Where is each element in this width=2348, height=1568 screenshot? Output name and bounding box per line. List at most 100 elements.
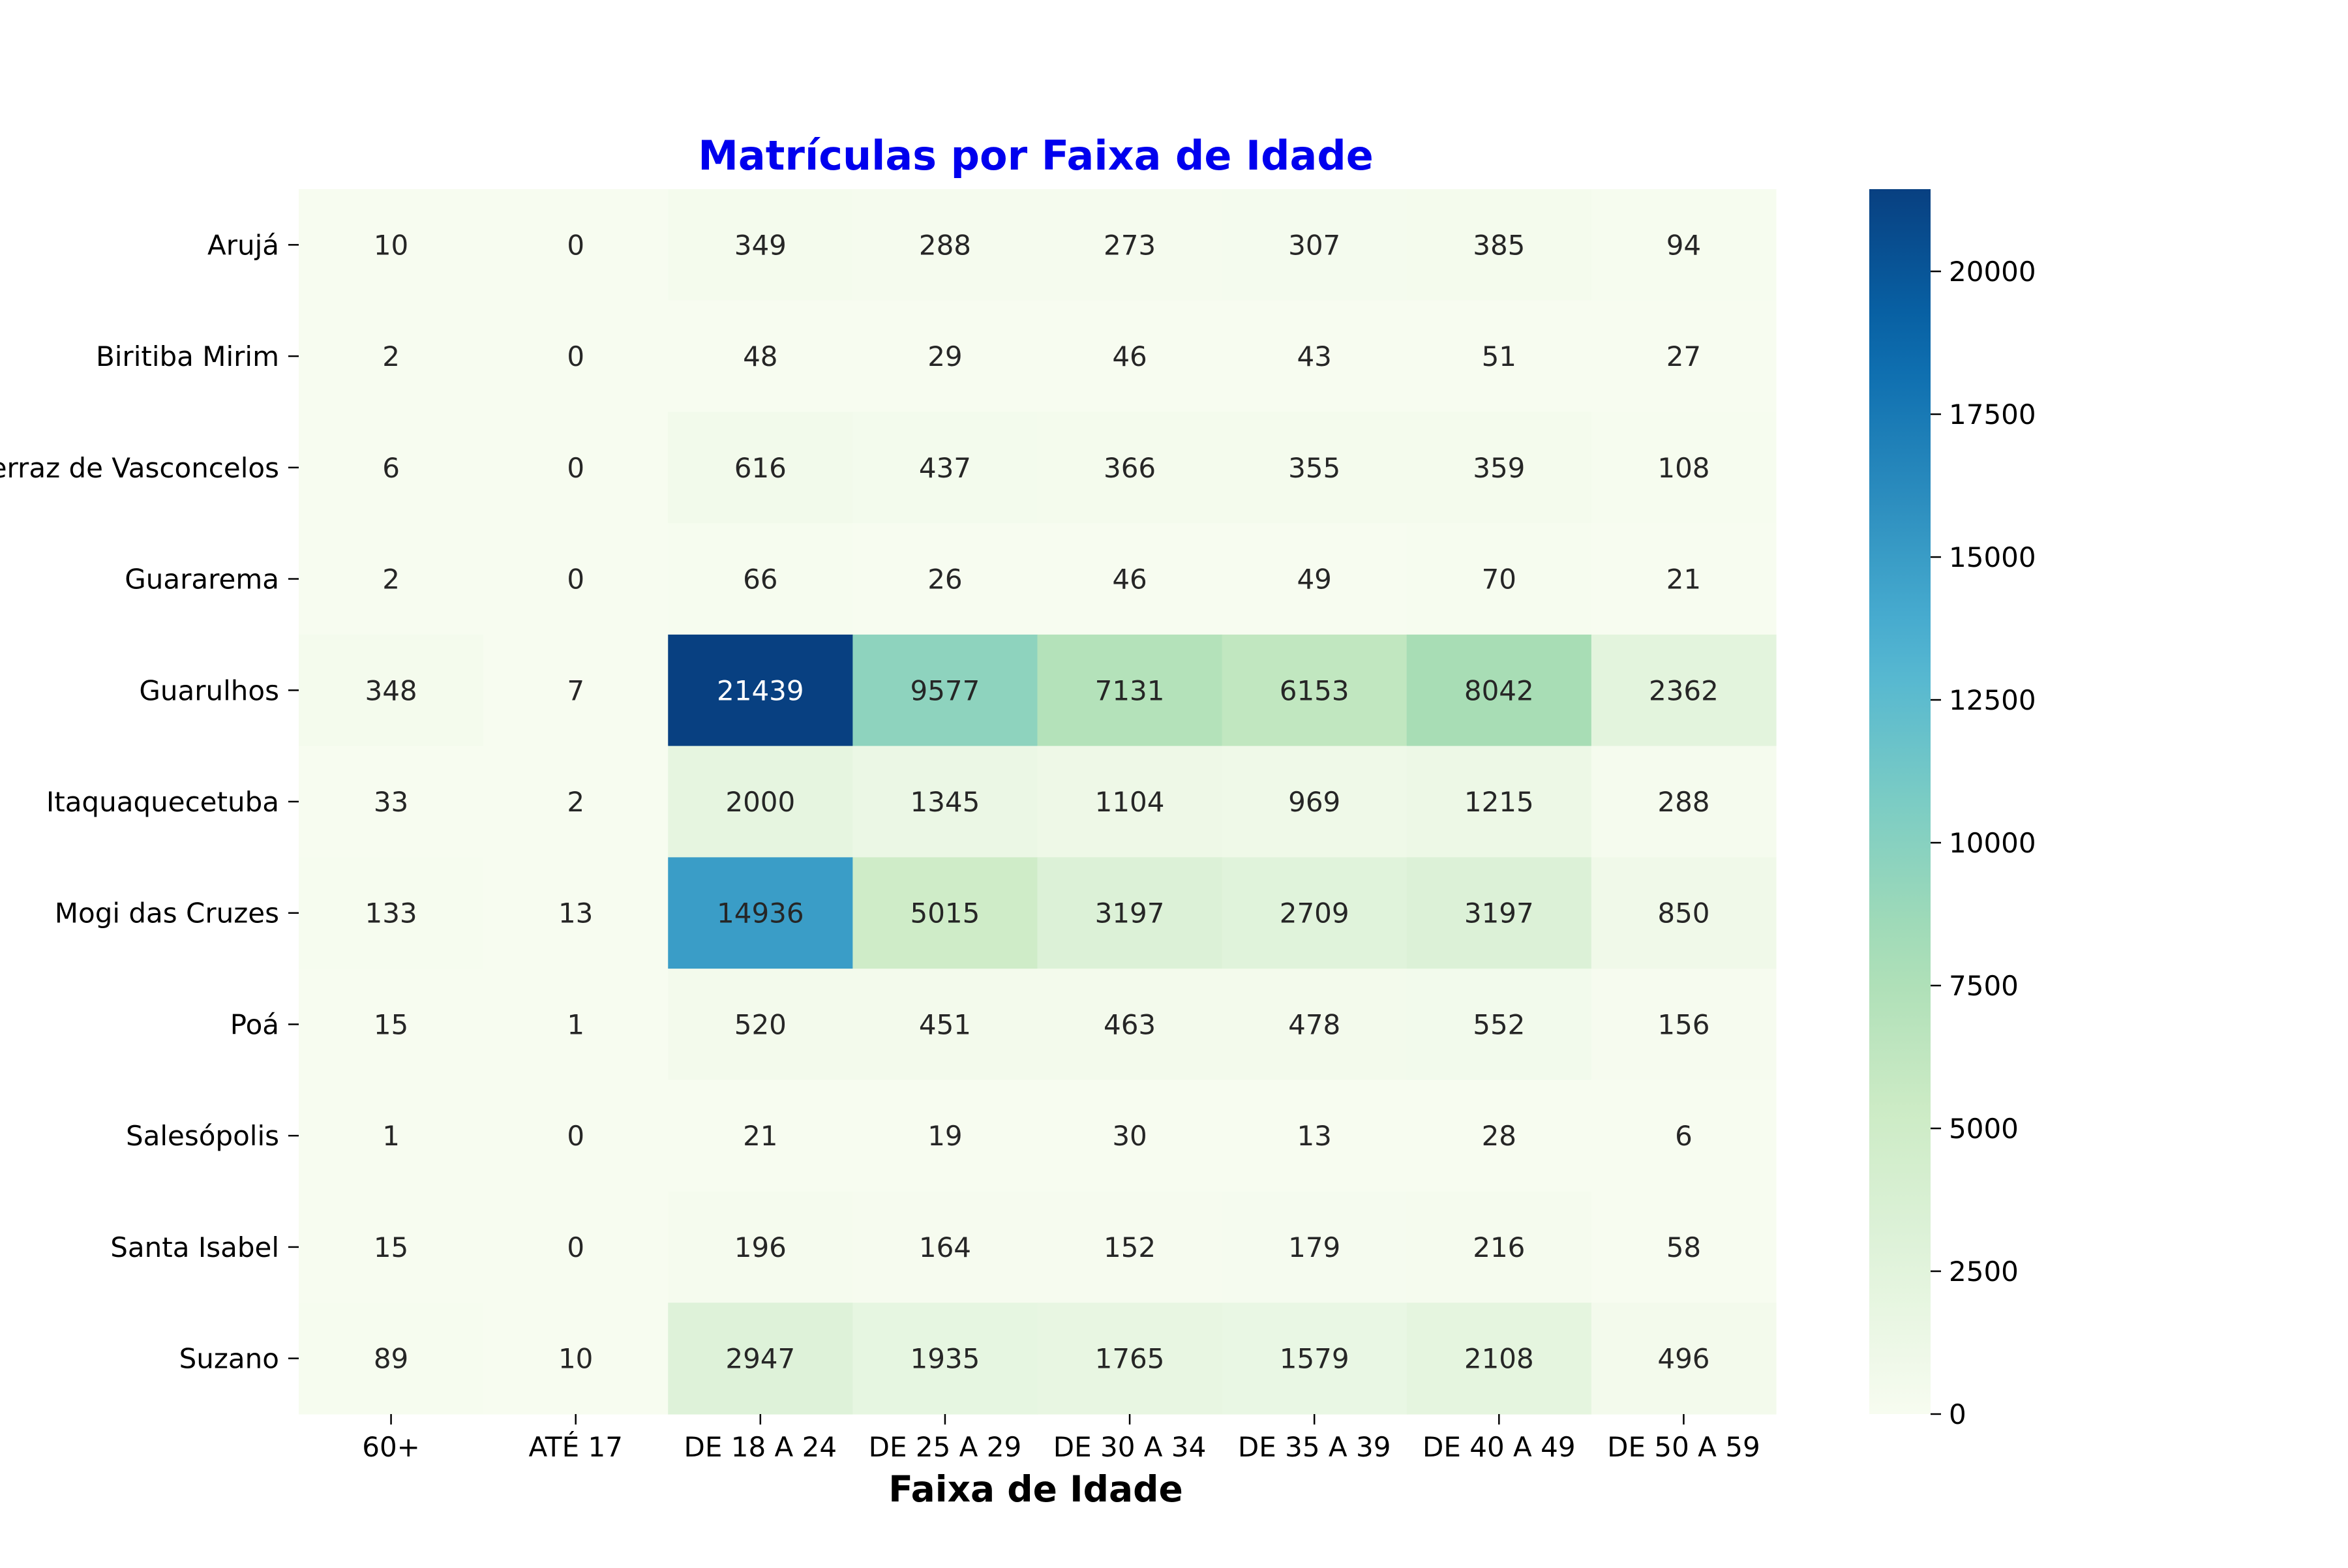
cell-value-label: 15 [374,1008,408,1040]
heatmap-cell [1222,189,1407,301]
cell-value-label: 1 [382,1120,400,1152]
heatmap-cell [1406,634,1592,747]
cell-value-label: 2108 [1464,1343,1534,1375]
heatmap-cell [852,634,1038,747]
cell-value-label: 2000 [725,786,795,818]
heatmap-cell [1037,1079,1223,1192]
cell-value-label: 451 [919,1008,971,1040]
cell-value-label: 2 [567,786,584,818]
cell-value-label: 2709 [1280,897,1349,929]
heatmap-cell [668,634,853,747]
cell-value-label: 1579 [1280,1343,1349,1375]
x-tick-label: ATÉ 17 [528,1430,622,1463]
cell-value-label: 15 [374,1231,408,1263]
heatmap-cell [483,857,669,969]
x-axis-label: Faixa de Idade [888,1468,1183,1510]
heatmap-cell [1591,1079,1777,1192]
cell-value-label: 6 [382,452,400,484]
heatmap-cell [852,300,1038,413]
chart-title: Matrículas por Faixa de Idade [698,132,1374,179]
colorbar-tick-label: 12500 [1949,684,2036,716]
heatmap-cell [1037,523,1223,635]
y-tick-label: Guararema [125,564,279,596]
colorbar-gradient [1869,189,1931,1414]
cell-value-label: 496 [1657,1343,1709,1375]
x-tick-label: DE 30 A 34 [1053,1431,1207,1463]
cell-value-label: 520 [734,1008,787,1040]
heatmap-cell [1406,969,1592,1081]
heatmap-cell [1591,857,1777,969]
y-tick-label: Arujá [207,229,279,261]
heatmap-cell [668,857,853,969]
heatmap-cell [299,1303,484,1415]
heatmap-cell [1406,1191,1592,1303]
cell-value-label: 437 [919,452,971,484]
heatmap-cell [1037,1303,1223,1415]
heatmap-cell [852,523,1038,635]
cell-value-label: 0 [567,452,584,484]
heatmap-cell [1591,1303,1777,1415]
cell-value-label: 616 [734,452,787,484]
cell-value-label: 10 [374,229,408,261]
cell-value-label: 27 [1666,340,1701,372]
cell-value-label: 30 [1112,1120,1147,1152]
cell-value-label: 21 [1666,564,1701,596]
heatmap-cell [1222,523,1407,635]
heatmap-cell [299,746,484,858]
cell-value-label: 89 [374,1343,408,1375]
heatmap-cell [852,969,1038,1081]
cell-value-label: 179 [1288,1231,1340,1263]
cell-value-label: 7 [567,674,584,706]
cell-value-label: 58 [1666,1231,1701,1263]
cell-value-label: 2 [382,340,400,372]
cell-value-label: 6 [1675,1120,1693,1152]
heatmap-cell [299,300,484,413]
heatmap-cell [1037,1191,1223,1303]
cell-value-label: 1104 [1095,786,1165,818]
cell-value-label: 156 [1657,1008,1709,1040]
cell-value-label: 14936 [717,897,804,929]
cell-value-label: 10 [558,1343,593,1375]
heatmap-cell [1037,746,1223,858]
heatmap-cell [483,189,669,301]
cell-value-label: 133 [365,897,417,929]
x-axis: 60+ ATÉ 17 DE 18 A 24 DE 25 A 29 DE 30 A 34 D… [362,1414,1760,1463]
heatmap-cell [299,857,484,969]
heatmap-cell [668,969,853,1081]
x-tick-label: DE 40 A 49 [1422,1431,1576,1463]
cell-value-label: 969 [1288,786,1340,818]
cell-value-label: 70 [1482,564,1516,596]
heatmap-cell [1591,523,1777,635]
cell-value-label: 1 [567,1008,584,1040]
heatmap-cell [1222,1191,1407,1303]
cell-value-label: 49 [1297,564,1331,596]
y-tick-label: Ferraz de Vasconcelos [0,452,279,484]
cell-value-label: 21439 [717,674,804,706]
x-tick-label: DE 50 A 59 [1607,1431,1760,1463]
cell-value-label: 0 [567,1231,584,1263]
cell-value-label: 385 [1473,229,1525,261]
heatmap-cell [1222,746,1407,858]
cell-value-label: 26 [927,564,962,596]
heatmap-cell [299,412,484,524]
heatmap-cell [483,634,669,747]
heatmap-cell [483,412,669,524]
heatmap-cell [668,1079,853,1192]
heatmap-cell [1591,969,1777,1081]
x-tick-label: 60+ [362,1431,420,1463]
cell-value-label: 850 [1657,897,1709,929]
y-tick-label: Biritiba Mirim [96,340,279,372]
cell-value-label: 216 [1473,1231,1525,1263]
colorbar-tick-label: 7500 [1949,970,2019,1002]
heatmap-cell [483,746,669,858]
cell-value-label: 21 [743,1120,777,1152]
heatmap-cell [852,1191,1038,1303]
heatmap-cell [299,634,484,747]
colorbar-tick-label: 15000 [1949,541,2036,573]
y-tick-label: Mogi das Cruzes [55,897,279,929]
y-tick-label: Santa Isabel [110,1231,279,1263]
colorbar-tick-label: 10000 [1949,827,2036,859]
heatmap-cells [299,189,1777,1415]
